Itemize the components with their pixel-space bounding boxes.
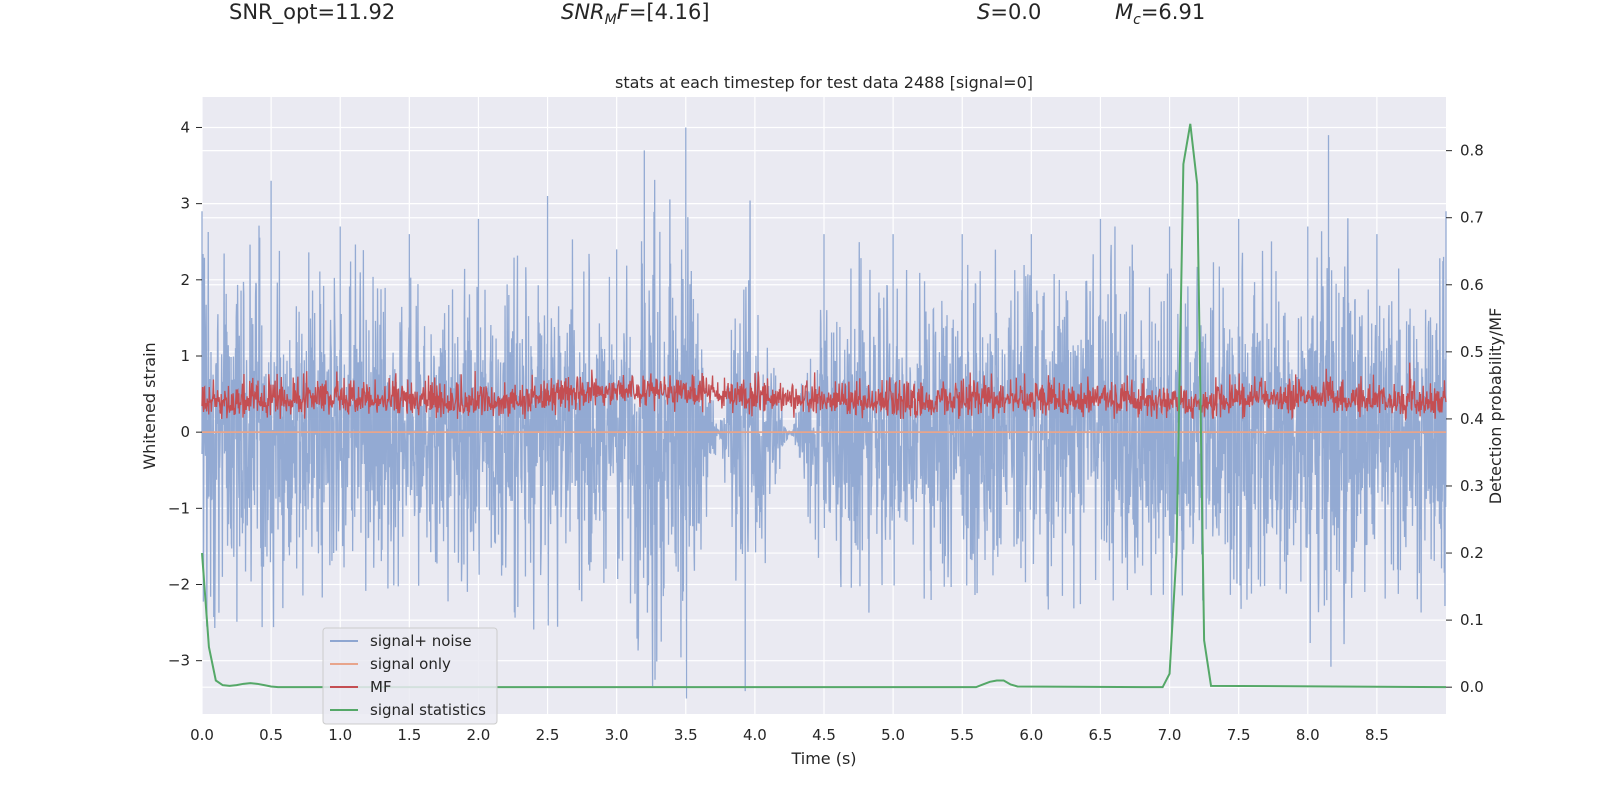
legend-label-signal-only: signal only — [370, 655, 451, 673]
x-tick-label: 2.5 — [536, 726, 560, 744]
x-tick-label: 5.0 — [881, 726, 905, 744]
x-tick-label: 8.5 — [1365, 726, 1389, 744]
y-right-tick-label: 0.5 — [1460, 343, 1484, 361]
y-right-tick-label: 0.4 — [1460, 410, 1484, 428]
plot-series — [201, 123, 1447, 699]
snr-mf-var: SNR — [561, 0, 605, 24]
snr-mf-rest: F — [616, 0, 629, 24]
snr-opt-label: SNR_opt=11.92 — [229, 0, 396, 24]
snr-mf-sub: M — [604, 12, 617, 29]
x-tick-label: 1.5 — [397, 726, 421, 744]
mc-value: =6.91 — [1140, 0, 1206, 24]
y-right-tick-label: 0.8 — [1460, 142, 1484, 160]
x-tick-label: 4.5 — [812, 726, 836, 744]
mc-label: Mc=6.91 — [1115, 0, 1205, 28]
x-tick-label: 4.0 — [743, 726, 767, 744]
y-left-tick-label: −3 — [168, 652, 190, 670]
s-var: S — [977, 0, 991, 24]
mc-sub: c — [1133, 12, 1141, 29]
y-right-tick-label: 0.7 — [1460, 209, 1484, 227]
y-right-tick-label: 0.3 — [1460, 477, 1484, 495]
y-right-tick-label: 0.0 — [1460, 678, 1484, 696]
legend-label-signal-statistics: signal statistics — [370, 701, 486, 719]
series-mf — [201, 362, 1447, 422]
y-left-tick-label: −1 — [168, 499, 190, 517]
legend-label-signal-noise: signal+ noise — [370, 632, 472, 650]
x-tick-label: 7.0 — [1158, 726, 1182, 744]
chart-title: stats at each timestep for test data 248… — [615, 73, 1033, 92]
series-signal-noise — [201, 127, 1447, 699]
x-axis-label: Time (s) — [790, 749, 856, 768]
x-tick-label: 0.5 — [259, 726, 283, 744]
x-tick-label: 3.0 — [605, 726, 629, 744]
x-tick-label: 2.0 — [467, 726, 491, 744]
x-tick-label: 1.0 — [328, 726, 352, 744]
y-left-tick-label: 0 — [180, 423, 190, 441]
y-right-tick-label: 0.1 — [1460, 611, 1484, 629]
legend-label-mf: MF — [370, 678, 392, 696]
y-right-tick-label: 0.6 — [1460, 276, 1484, 294]
snr-mf-label: SNRMF=[4.16] — [561, 0, 710, 28]
legend: signal+ noise signal only MF signal stat… — [322, 627, 498, 725]
y-right-tick-label: 0.2 — [1460, 544, 1484, 562]
x-tick-label: 3.5 — [674, 726, 698, 744]
y-axis-label-left: Whitened strain — [140, 342, 159, 469]
s-label: S=0.0 — [977, 0, 1041, 24]
y-left-tick-label: 3 — [180, 195, 190, 213]
tick-labels: 0.0 0.5 1.0 1.5 2.0 2.5 3.0 3.5 4.0 4.5 5.0 5.5 6.0 6… — [168, 118, 1484, 744]
x-tick-label: 0.0 — [190, 726, 214, 744]
series-signal-statistics — [201, 123, 1447, 689]
x-tick-label: 6.0 — [1019, 726, 1043, 744]
snr-mf-value: =[4.16] — [628, 0, 710, 24]
mc-var: M — [1115, 0, 1134, 24]
s-value: =0.0 — [990, 0, 1042, 24]
y-axis-label-right: Detection probability/MF — [1486, 308, 1505, 505]
x-tick-label: 5.5 — [950, 726, 974, 744]
legend-box — [322, 627, 498, 725]
x-tick-label: 7.5 — [1227, 726, 1251, 744]
y-left-tick-label: 1 — [180, 347, 190, 365]
x-tick-label: 6.5 — [1089, 726, 1113, 744]
x-tick-label: 8.0 — [1296, 726, 1320, 744]
y-left-tick-label: 4 — [180, 118, 190, 136]
y-left-tick-label: −2 — [168, 576, 190, 594]
y-left-tick-label: 2 — [180, 271, 190, 289]
